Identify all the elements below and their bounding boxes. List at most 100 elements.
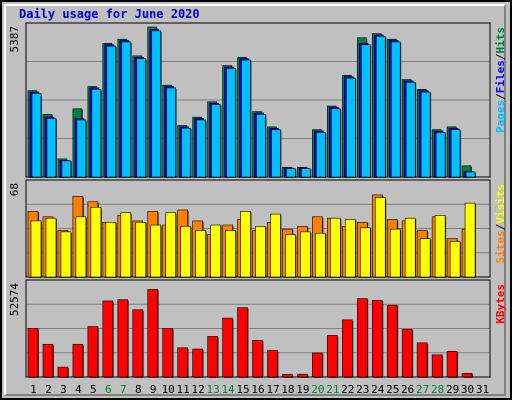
bar-pages-day-29-body — [450, 129, 461, 178]
bar-kbytes-day-19 — [297, 373, 309, 378]
x-tick-label-day-2: 2 — [45, 383, 52, 396]
bar-kbytes-day-26 — [401, 328, 414, 378]
bar-kbytes-day-15 — [237, 307, 249, 378]
bar-kbytes-day-6 — [102, 300, 114, 378]
bar-visits-day-27 — [419, 238, 432, 278]
bar-visits-day-28 — [434, 215, 447, 278]
bar-pages-day-18 — [286, 168, 297, 178]
bar-visits-day-14-body — [225, 230, 236, 278]
x-tick-label-day-14: 14 — [221, 383, 235, 396]
bar-pages-day-16-body — [256, 114, 266, 178]
bar-visits-day-5 — [90, 206, 102, 278]
bar-pages-day-20-body — [316, 132, 326, 178]
bar-kbytes-day-29-body — [446, 351, 458, 378]
bar-kbytes-day-25-body — [386, 304, 398, 378]
legend-item-visits: Visits — [494, 184, 507, 224]
legend-bottom: KBytes — [494, 284, 507, 324]
x-tick-label-day-11: 11 — [177, 383, 190, 396]
bar-pages-day-6-body — [106, 45, 117, 178]
x-tick-label-day-13: 13 — [206, 383, 219, 396]
bar-pages-day-17 — [271, 129, 282, 178]
bar-kbytes-day-14-body — [222, 317, 233, 378]
bar-visits-day-6 — [105, 221, 117, 278]
bar-pages-day-11 — [181, 127, 192, 178]
x-tick-label-day-1: 1 — [30, 383, 37, 396]
bar-kbytes-day-10-body — [162, 328, 174, 378]
bar-pages-day-5-body — [91, 88, 102, 178]
legend-top: Pages/Files/Hits — [494, 27, 507, 133]
bar-pages-day-11-body — [181, 127, 191, 178]
x-tick-label-day-25: 25 — [386, 383, 399, 396]
bar-visits-day-30 — [464, 202, 477, 278]
bar-pages-day-18-body — [286, 168, 296, 178]
bar-visits-day-12-body — [195, 230, 206, 278]
bar-pages-day-19 — [301, 168, 312, 178]
legend-separator: / — [494, 93, 507, 100]
x-tick-label-day-17: 17 — [266, 383, 279, 396]
bar-kbytes-day-28-body — [431, 354, 443, 378]
bar-visits-day-1 — [30, 220, 42, 278]
x-tick-label-day-3: 3 — [60, 383, 67, 396]
bar-pages-day-22-body — [346, 77, 356, 178]
x-tick-label-day-8: 8 — [135, 383, 142, 396]
y-max-label: 68 — [8, 183, 21, 196]
bar-pages-day-24 — [375, 36, 387, 179]
x-tick-label-day-23: 23 — [356, 383, 369, 396]
bar-visits-day-7 — [120, 212, 132, 278]
bar-kbytes-day-18 — [282, 374, 294, 378]
bar-kbytes-day-13 — [207, 336, 219, 378]
bar-pages-day-28-body — [435, 132, 446, 178]
bar-visits-day-24 — [374, 197, 387, 278]
bar-pages-day-23-body — [360, 44, 371, 178]
bar-kbytes-day-16 — [252, 340, 264, 378]
bar-pages-day-10-body — [166, 87, 177, 178]
x-tick-label-day-12: 12 — [192, 383, 205, 396]
bar-visits-day-9-body — [150, 224, 162, 278]
bar-visits-day-14 — [225, 230, 237, 278]
bar-visits-day-4 — [75, 216, 87, 278]
bar-kbytes-day-30 — [461, 372, 474, 378]
x-tick-label-day-30: 30 — [461, 383, 474, 396]
bar-pages-day-1-body — [31, 93, 42, 178]
bar-kbytes-day-1 — [27, 328, 39, 378]
bar-kbytes-day-28 — [431, 354, 444, 378]
bar-visits-day-7-body — [120, 212, 132, 278]
bar-pages-day-19-body — [301, 168, 311, 178]
x-tick-label-day-18: 18 — [281, 383, 294, 396]
bar-visits-day-13 — [210, 224, 222, 278]
bar-pages-day-25-body — [390, 41, 401, 178]
bar-kbytes-day-2-body — [42, 343, 54, 378]
bar-pages-day-6 — [106, 45, 117, 178]
x-tick-label-day-29: 29 — [446, 383, 459, 396]
bar-visits-day-29 — [449, 241, 462, 278]
bar-kbytes-day-26-body — [401, 328, 413, 378]
x-tick-label-day-4: 4 — [75, 383, 82, 396]
x-tick-label-day-24: 24 — [371, 383, 385, 396]
bar-kbytes-day-13-body — [207, 336, 218, 378]
bar-kbytes-day-22-body — [342, 319, 353, 378]
bar-visits-day-25 — [389, 228, 402, 278]
bar-visits-day-20 — [315, 232, 327, 278]
bar-pages-day-17-body — [271, 129, 281, 178]
bar-pages-day-3-body — [61, 160, 72, 178]
bar-visits-day-22 — [345, 219, 357, 278]
bar-kbytes-day-10 — [162, 328, 174, 378]
bar-visits-day-15-body — [240, 211, 251, 278]
x-tick-label-day-16: 16 — [251, 383, 264, 396]
bar-pages-day-12 — [196, 119, 207, 178]
bar-kbytes-day-1-body — [27, 328, 39, 378]
bar-visits-day-28-body — [434, 215, 446, 278]
x-tick-label-day-21: 21 — [326, 383, 339, 396]
chart-title: Daily usage for June 2020 — [19, 7, 200, 21]
bar-visits-day-20-body — [315, 232, 326, 278]
x-tick-label-day-26: 26 — [401, 383, 414, 396]
x-tick-label-day-7: 7 — [120, 383, 127, 396]
bar-pages-day-28 — [435, 132, 447, 178]
legend-separator: / — [494, 223, 507, 230]
bar-kbytes-day-16-body — [252, 340, 263, 378]
bar-kbytes-day-20 — [312, 352, 324, 378]
bar-visits-day-10 — [165, 212, 177, 278]
bar-pages-day-12-body — [196, 119, 206, 178]
bar-pages-day-15 — [241, 59, 252, 179]
